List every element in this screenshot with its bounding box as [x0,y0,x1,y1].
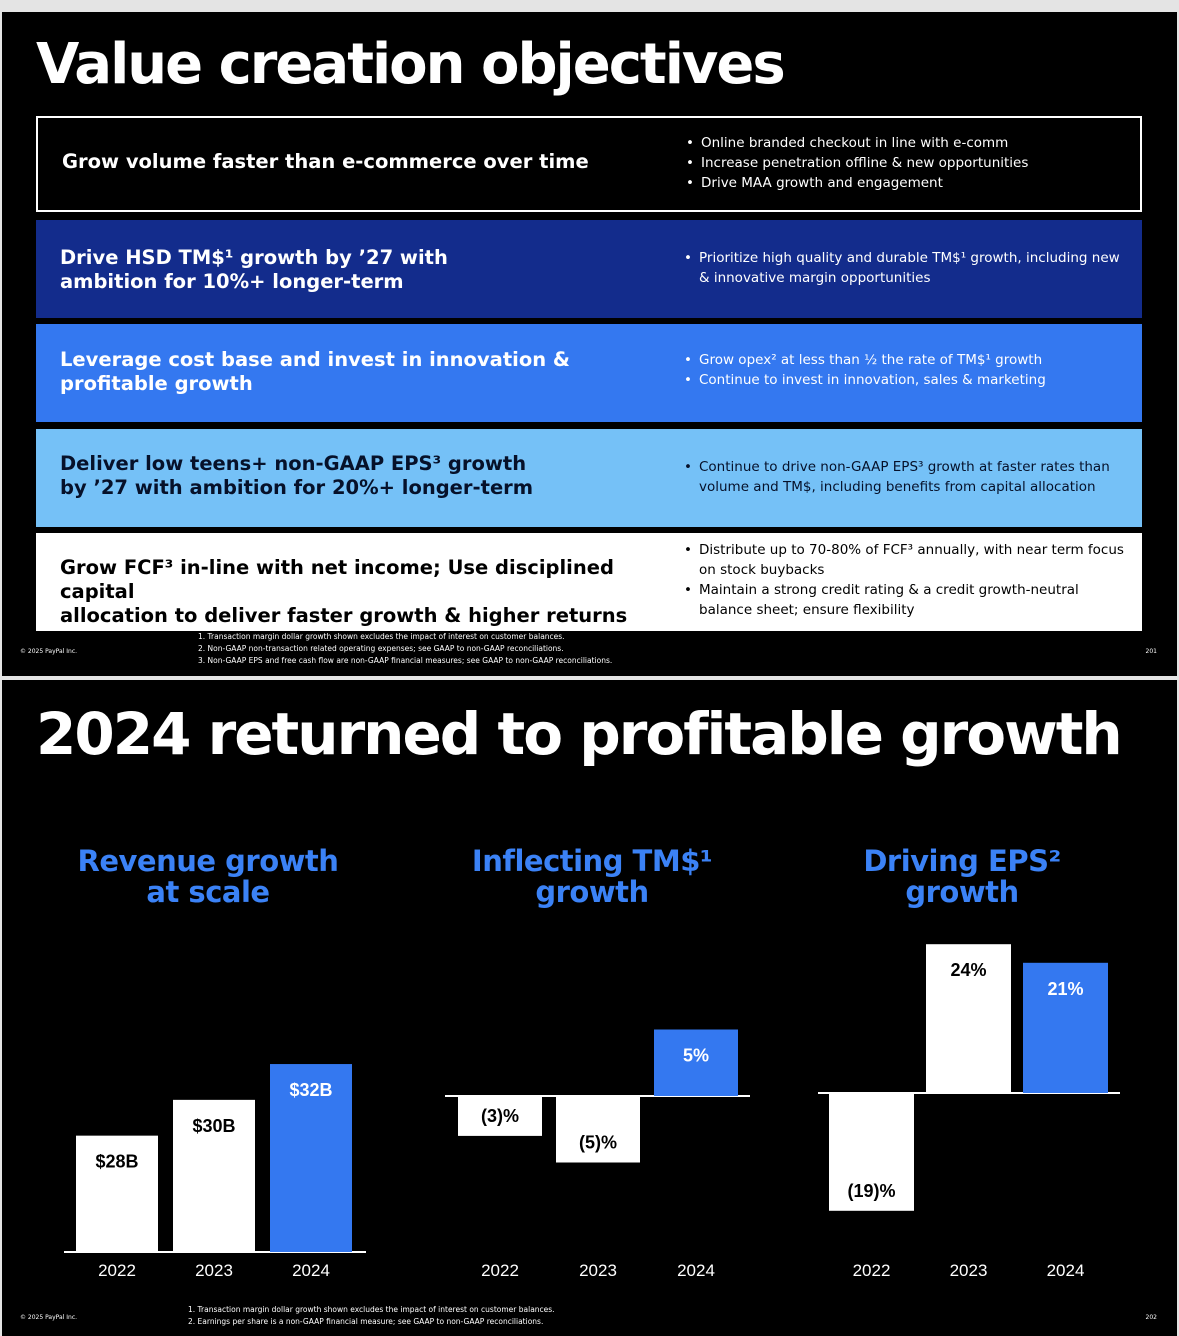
chart-data-label: 24% [950,960,986,980]
footnote: 2. Non-GAAP non-transaction related oper… [198,644,564,653]
objective-row-tm-growth: Drive HSD TM$¹ growth by ’27 with ambiti… [36,220,1142,318]
bullet-item: Maintain a strong credit rating & a cred… [684,580,1124,620]
footnotes: 1. Transaction margin dollar growth show… [188,1304,555,1328]
chart-bar [926,944,1011,1093]
chart-title-revenue: Revenue growth at scale [77,844,339,909]
chart-bar [76,1135,158,1252]
chart-data-label: (3)% [481,1106,519,1126]
slide-title: 2024 returned to profitable growth [36,700,1123,768]
charts-canvas: $28B 2022 $30B 2023 $32B 2024 (3)% 2022 (5)% 2023… [64,944,1120,1280]
slide-profitable-growth: $28B 2022 $30B 2023 $32B 2024 (3)% 2022 (5)% 2023… [2,680,1177,1336]
chart-category-label: 2022 [481,1261,519,1280]
chart-data-label: $28B [95,1152,138,1172]
footnote: 1. Transaction margin dollar growth show… [188,1305,555,1314]
objective-bullets: Prioritize high quality and durable TM$¹… [684,248,1124,288]
slide-value-creation: Value creation objectives Grow volume fa… [2,12,1177,676]
objective-row-volume: Grow volume faster than e-commerce over … [36,116,1142,212]
objective-bullets: Continue to drive non-GAAP EPS³ growth a… [684,457,1124,497]
page-number: 202 [1145,1314,1157,1321]
slide-title: Value creation objectives [36,32,786,97]
chart-category-label: 2024 [1047,1261,1085,1280]
bullet-item: Increase penetration offline & new oppor… [686,153,1126,173]
chart-data-label: 21% [1047,979,1083,999]
chart-data-label: (19)% [847,1181,895,1201]
bullet-item: Drive MAA growth and engagement [686,173,1126,193]
footnote: 1. Transaction margin dollar growth show… [198,632,565,641]
chart-title-eps: Driving EPS² growth [863,844,1061,909]
objective-heading: Deliver low teens+ non-GAAP EPS³ growth … [60,452,534,499]
chart-data-label: $32B [289,1080,332,1100]
chart-category-label: 2022 [98,1261,136,1280]
objective-heading: Grow volume faster than e-commerce over … [62,150,589,173]
chart-data-label: 5% [683,1046,709,1066]
chart-category-label: 2023 [195,1261,233,1280]
objective-row-eps: Deliver low teens+ non-GAAP EPS³ growth … [36,429,1142,527]
chart-bar [270,1064,352,1252]
chart-category-label: 2023 [950,1261,988,1280]
chart-bar [458,1096,542,1136]
chart-title-tm: Inflecting TM$¹ growth [471,844,713,909]
chart-data-label: $30B [192,1116,235,1136]
page-number: 201 [1145,648,1157,655]
footnotes: 1. Transaction margin dollar growth show… [198,631,612,667]
chart-category-label: 2022 [853,1261,891,1280]
bullet-item: Grow opex² at less than ½ the rate of TM… [684,350,1124,370]
objective-bullets: Grow opex² at less than ½ the rate of TM… [684,350,1124,390]
objective-row-fcf: Grow FCF³ in-line with net income; Use d… [36,533,1142,631]
objective-bullets: Online branded checkout in line with e-c… [686,133,1126,193]
bullet-item: Continue to drive non-GAAP EPS³ growth a… [684,457,1124,497]
copyright: © 2025 PayPal Inc. [20,1314,78,1321]
chart-category-label: 2024 [677,1261,715,1280]
chart-bar [654,1029,738,1096]
bullet-item: Prioritize high quality and durable TM$¹… [684,248,1124,288]
objective-heading: Grow FCF³ in-line with net income; Use d… [60,556,628,627]
chart-bar [1023,962,1108,1093]
chart-bar [173,1099,255,1252]
bullet-item: Online branded checkout in line with e-c… [686,133,1126,153]
chart-bar [829,1093,914,1211]
bullet-item: Continue to invest in innovation, sales … [684,370,1124,390]
objective-heading: Drive HSD TM$¹ growth by ’27 with ambiti… [60,246,448,293]
footnote: 2. Earnings per share is a non-GAAP fina… [188,1317,544,1326]
footnote: 3. Non-GAAP EPS and free cash flow are n… [198,656,613,665]
objective-heading: Leverage cost base and invest in innovat… [60,348,570,395]
copyright: © 2025 PayPal Inc. [20,648,78,655]
chart-bar [556,1096,640,1163]
objective-bullets: Distribute up to 70-80% of FCF³ annually… [684,540,1124,620]
objective-row-cost-base: Leverage cost base and invest in innovat… [36,324,1142,422]
bullet-item: Distribute up to 70-80% of FCF³ annually… [684,540,1124,580]
chart-category-label: 2023 [579,1261,617,1280]
chart-data-label: (5)% [579,1133,617,1153]
chart-category-label: 2024 [292,1261,330,1280]
